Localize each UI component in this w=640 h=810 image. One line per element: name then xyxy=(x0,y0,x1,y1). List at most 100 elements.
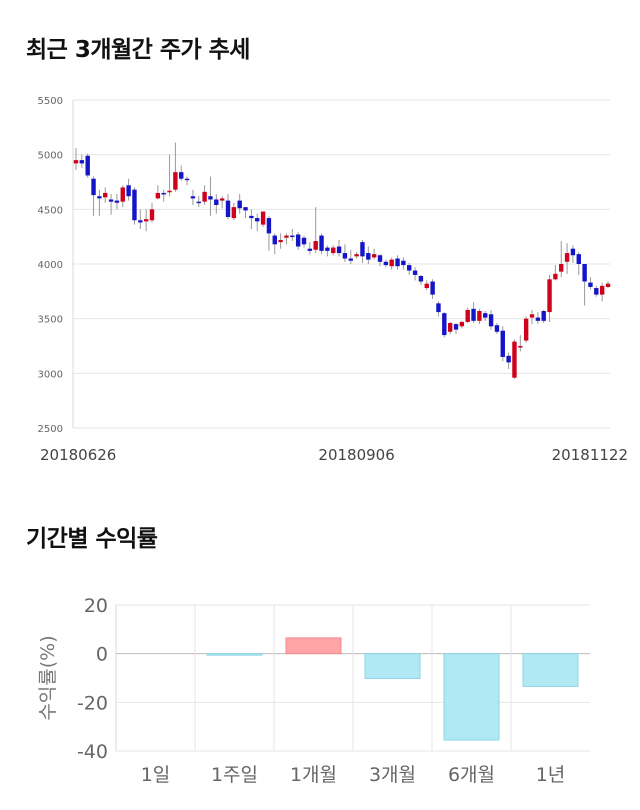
y-tick-label: 4000 xyxy=(38,260,63,271)
candle-body xyxy=(143,219,149,222)
candle-body xyxy=(459,321,465,327)
candle-body xyxy=(149,209,155,221)
candle-body xyxy=(290,235,295,238)
candle-body xyxy=(249,215,254,219)
y-tick-label: 5500 xyxy=(38,96,63,107)
candle-body xyxy=(114,200,120,203)
candle-body xyxy=(401,260,406,266)
candle-body xyxy=(260,211,266,225)
candle-body xyxy=(506,355,511,363)
candle-body xyxy=(155,192,161,199)
candle-body xyxy=(97,196,102,199)
y-axis-label: 수익률(%) xyxy=(37,635,59,720)
candle-body xyxy=(465,309,470,322)
candle-body xyxy=(301,237,307,245)
candle-body xyxy=(582,264,587,282)
candle-body xyxy=(126,185,131,197)
return-bar xyxy=(285,637,342,655)
candle-body xyxy=(120,187,125,202)
candle-body xyxy=(389,259,394,267)
candle-body xyxy=(161,192,166,195)
candle-body xyxy=(471,308,476,321)
stock-candlestick-chart: 2500 3000 3500 4000 4500 5000 5500 20180626 2018… xyxy=(38,96,628,464)
candle-body xyxy=(108,199,114,202)
candle-body xyxy=(477,311,482,321)
x-tick-label: 20180626 xyxy=(40,446,116,464)
candle-body xyxy=(494,325,500,332)
candle-body xyxy=(266,218,272,234)
candle-body xyxy=(564,253,570,262)
y-tick-label: 5000 xyxy=(38,151,63,162)
candle-body xyxy=(325,247,330,251)
x-tick-label: 3개월 xyxy=(369,764,416,786)
candle-body xyxy=(79,160,85,164)
y-tick-label: 0 xyxy=(96,644,108,666)
candle-body xyxy=(272,235,277,245)
candle-body xyxy=(594,288,599,295)
candle-body xyxy=(237,200,242,209)
candle-body xyxy=(523,318,529,341)
candle-body xyxy=(418,276,424,282)
candle-body xyxy=(202,191,207,202)
x-tick-label: 20181122 xyxy=(552,446,628,464)
candle-body xyxy=(412,270,418,275)
candle-body xyxy=(103,192,108,198)
y-tick-label: 3000 xyxy=(38,369,63,380)
candle-body xyxy=(243,207,248,211)
candle-body xyxy=(348,258,353,261)
candle-body xyxy=(576,254,581,264)
candle-body xyxy=(319,235,324,251)
candle-body xyxy=(447,323,453,332)
candle-body xyxy=(138,220,143,223)
candle-body xyxy=(167,190,172,193)
candle-body xyxy=(255,218,260,222)
candle-body xyxy=(424,283,429,289)
x-tick-label: 1년 xyxy=(536,764,566,786)
candle-body xyxy=(196,201,201,204)
candle-body xyxy=(313,241,318,250)
candle-body xyxy=(366,253,371,260)
y-tick-label: -40 xyxy=(77,741,108,763)
candle-body xyxy=(407,265,412,271)
candle-body xyxy=(331,247,336,254)
candle-body xyxy=(512,341,517,378)
candle-body xyxy=(173,172,178,190)
candle-body xyxy=(547,279,552,313)
candle-body xyxy=(295,234,301,247)
y-tick-label: 4500 xyxy=(38,205,63,216)
candle-body xyxy=(535,317,541,321)
x-tick-label: 1일 xyxy=(141,764,171,786)
return-bar xyxy=(443,653,500,741)
candle-body xyxy=(73,160,79,164)
x-tick-label: 1주일 xyxy=(211,764,258,786)
candle-body xyxy=(436,303,441,313)
candle-body xyxy=(225,200,231,217)
return-bar xyxy=(522,653,579,688)
candle-body xyxy=(588,282,593,287)
candle-body xyxy=(231,207,237,219)
candle-body xyxy=(442,313,447,336)
candle-body xyxy=(371,254,377,258)
candle-body xyxy=(541,311,546,321)
return-bar xyxy=(364,653,421,679)
candle-body xyxy=(354,254,359,257)
candle-body xyxy=(570,248,576,256)
candle-body xyxy=(190,196,196,199)
candle-body xyxy=(599,285,605,295)
x-tick-label: 1개월 xyxy=(290,764,337,786)
candle-body xyxy=(430,281,435,295)
candle-body xyxy=(453,324,459,330)
candle-body xyxy=(336,246,342,254)
candle-body xyxy=(179,172,184,179)
candle-body xyxy=(529,314,535,318)
candle-body xyxy=(284,235,289,238)
candle-body xyxy=(85,155,90,176)
candle-body xyxy=(208,196,213,200)
y-tick-label: -20 xyxy=(77,692,108,714)
y-tick-label: 20 xyxy=(84,595,108,617)
candle-body xyxy=(278,239,283,243)
candle-body xyxy=(91,178,96,196)
candle-body xyxy=(605,283,611,287)
candle-body xyxy=(219,198,225,201)
stock-trend-title: 최근 3개월간 주가 추세 xyxy=(26,37,250,63)
